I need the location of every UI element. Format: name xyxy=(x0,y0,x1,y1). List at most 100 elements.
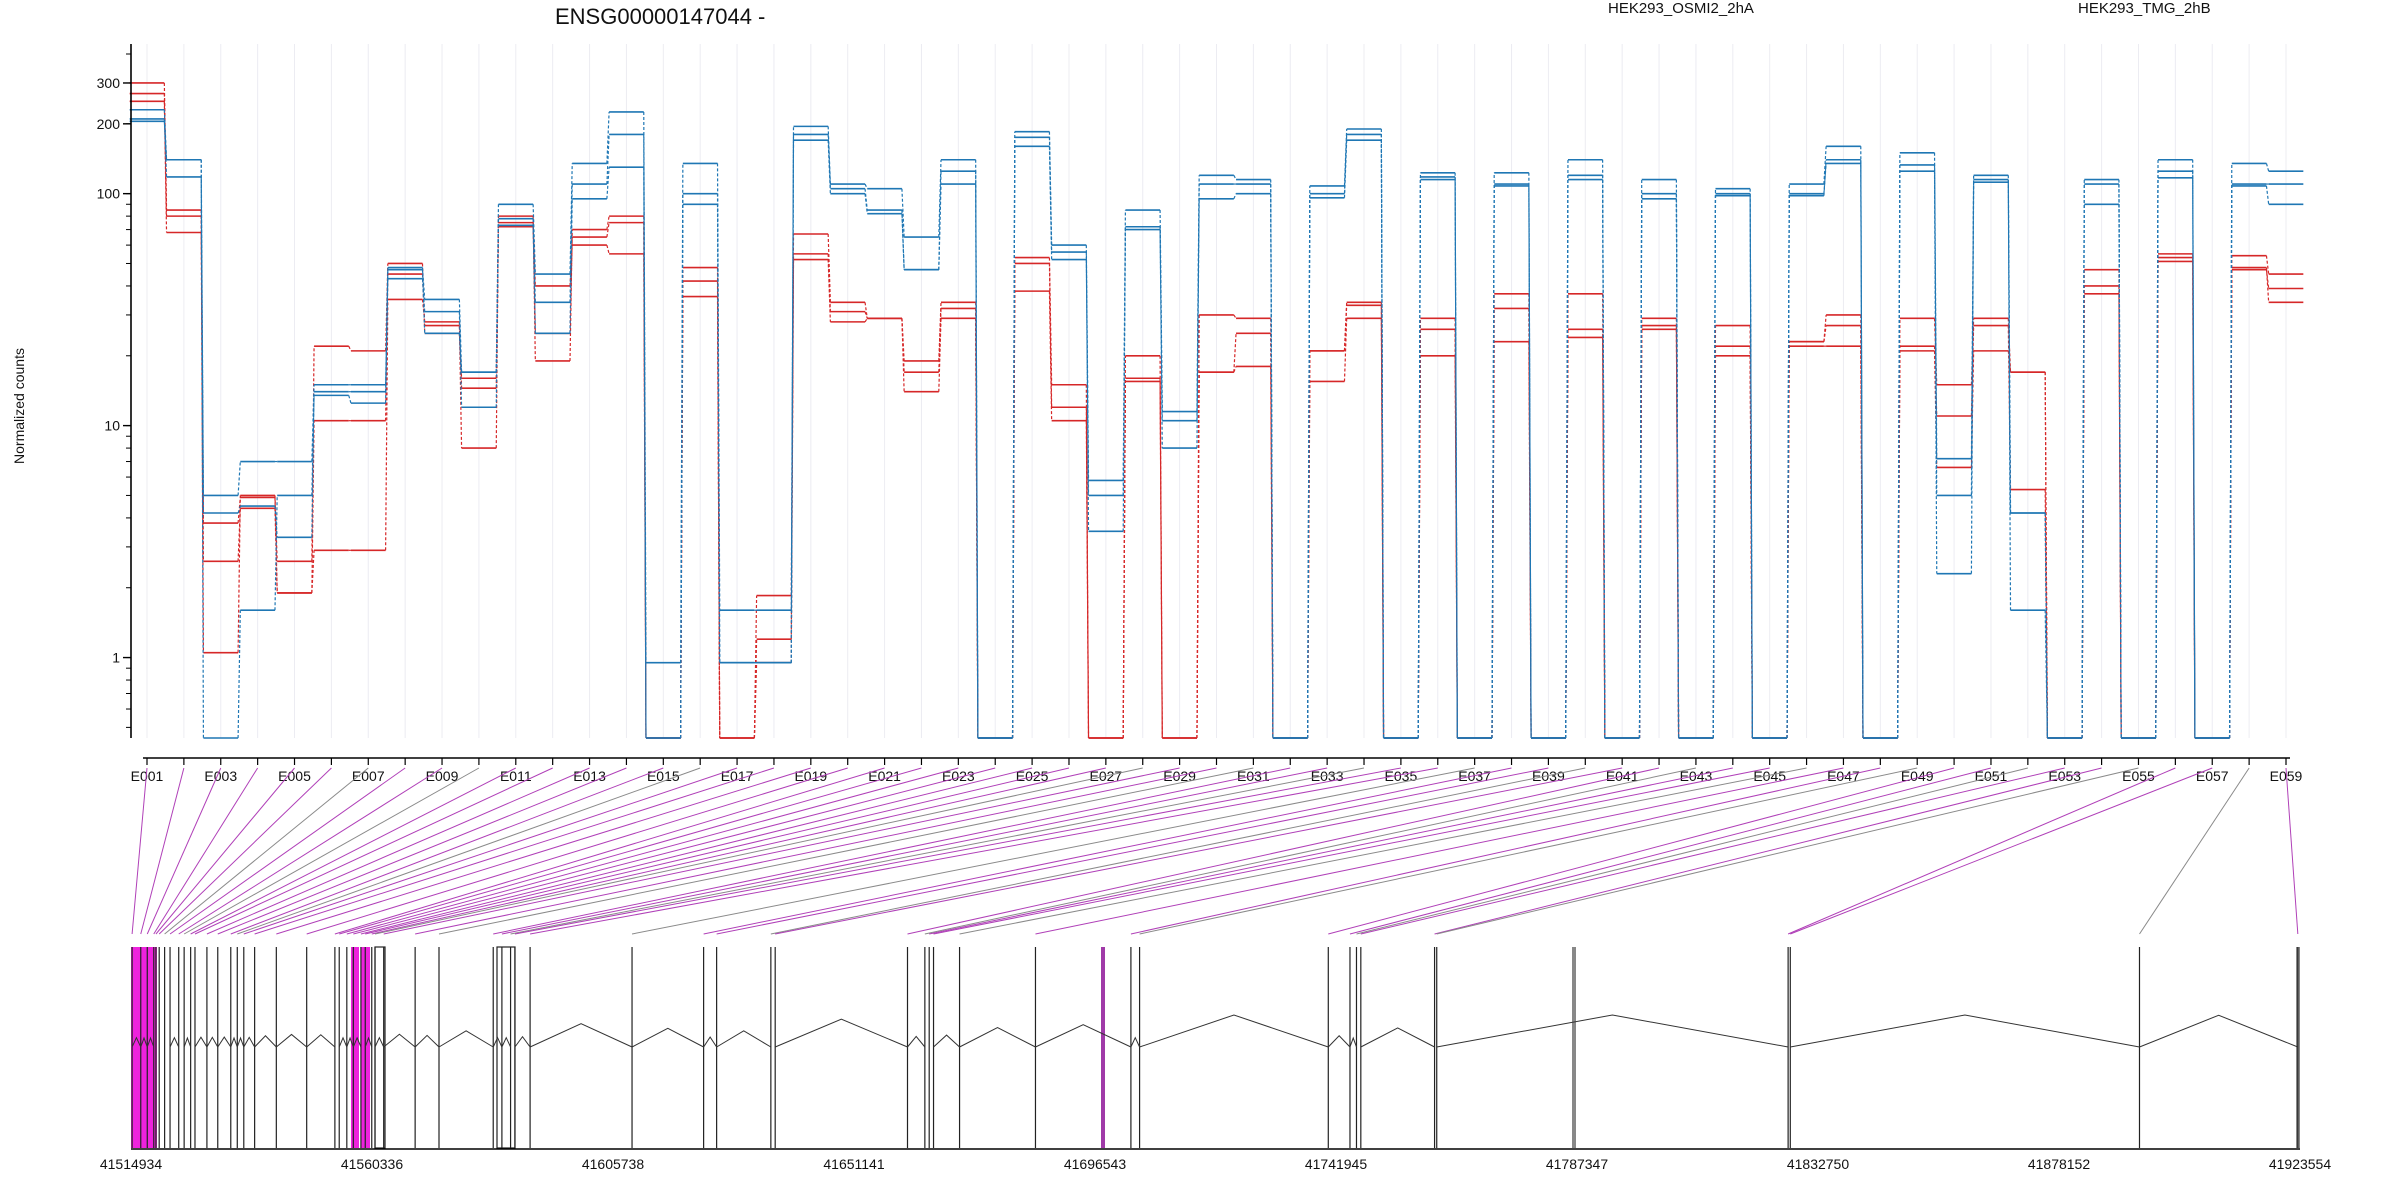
link-E001 xyxy=(163,121,168,160)
exon-block-grey xyxy=(1572,947,1576,1148)
genomic-tick-label: 41832750 xyxy=(1787,1156,1850,1172)
y-tick-label: 10 xyxy=(104,418,120,434)
connector-E005 xyxy=(155,767,295,935)
genomic-coordinate-axis: 41514934 41560336 41605738 41651141 41696543… xyxy=(100,1148,2331,1172)
x-tick-label: E007 xyxy=(352,768,385,784)
series-lines xyxy=(129,82,2304,739)
intron-E046 xyxy=(959,1027,1036,1048)
link-E046 xyxy=(1823,325,1827,342)
link-E051 xyxy=(2007,182,2012,611)
x-tick-label: E001 xyxy=(131,768,164,784)
link-E038 xyxy=(1528,185,1532,739)
link-E016 xyxy=(716,296,721,739)
link-E036 xyxy=(1454,179,1458,739)
link-E026 xyxy=(1085,420,1090,739)
intron-E057 xyxy=(1790,1014,2140,1048)
link-E021 xyxy=(901,318,905,392)
connector-E008 xyxy=(169,767,406,935)
link-E009 xyxy=(458,333,463,373)
connector-E012 xyxy=(194,767,553,935)
x-tick-label: E053 xyxy=(2048,768,2081,784)
genomic-tick-label: 41514934 xyxy=(100,1156,163,1172)
x-tick-label: E017 xyxy=(721,768,754,784)
connector-E020 xyxy=(306,767,848,935)
link-E027 xyxy=(1122,381,1127,739)
connector-E041 xyxy=(775,767,1623,935)
link-E015 xyxy=(680,204,684,739)
intron-E032 xyxy=(492,1036,503,1048)
intron-E047 xyxy=(1035,1024,1132,1048)
intron-E051 xyxy=(1349,1036,1357,1048)
link-E035 xyxy=(1417,179,1422,739)
intron-E042 xyxy=(907,1035,926,1048)
intron-E031 xyxy=(438,1030,494,1048)
link-E048 xyxy=(1897,171,1901,739)
link-E020 xyxy=(864,311,868,319)
link-E050 xyxy=(1970,350,1975,468)
link-E017 xyxy=(753,662,758,739)
link-E028 xyxy=(1159,226,1163,449)
connector-E006 xyxy=(158,767,332,935)
link-E016 xyxy=(716,204,721,663)
link-E005 xyxy=(311,420,315,593)
link-E021 xyxy=(901,188,905,238)
link-E046 xyxy=(1823,159,1827,196)
link-E029 xyxy=(1196,184,1200,421)
connector-E040 xyxy=(770,767,1586,935)
link-E052 xyxy=(2044,610,2048,739)
link-E007 xyxy=(385,269,389,404)
link-E003 xyxy=(237,610,241,739)
x-tick-label: E011 xyxy=(500,768,532,784)
connector-E032 xyxy=(493,767,1291,935)
genomic-tick-label: 41560336 xyxy=(341,1156,404,1172)
link-E013 xyxy=(606,111,610,164)
link-E030 xyxy=(1233,314,1237,319)
connector-E046 xyxy=(959,767,1807,935)
link-E017 xyxy=(753,639,758,739)
genomic-tick-label: 41696543 xyxy=(1064,1156,1127,1172)
link-E030 xyxy=(1233,193,1237,200)
legend-tmg: HEK293_TMG_2hB xyxy=(2078,0,2211,17)
link-E046 xyxy=(1823,314,1827,342)
connector-E045 xyxy=(933,767,1770,935)
link-E022 xyxy=(938,184,942,270)
connector-E051 xyxy=(1349,767,1992,935)
link-E008 xyxy=(421,269,426,334)
link-E047 xyxy=(1860,159,1864,739)
link-E004 xyxy=(274,506,278,538)
link-E044 xyxy=(1749,195,1753,739)
legend-osmi: HEK293_OSMI2_2hA xyxy=(1608,0,1754,17)
intron-E037 xyxy=(631,1027,704,1048)
intron-E023 xyxy=(346,1036,354,1048)
link-E022 xyxy=(938,318,942,392)
chart-title: ENSG00000147044 - xyxy=(555,4,765,29)
link-E058 xyxy=(2265,185,2270,205)
x-tick-label: E035 xyxy=(1385,768,1418,784)
connector-E026 xyxy=(365,767,1070,935)
link-E048 xyxy=(1897,350,1901,739)
connector-E030 xyxy=(415,767,1217,935)
intron-E017 xyxy=(243,1036,256,1048)
link-E058 xyxy=(2265,255,2270,275)
connector-E024 xyxy=(353,767,996,935)
link-E019 xyxy=(827,259,831,322)
intron-E014 xyxy=(217,1036,232,1048)
x-tick-label: E009 xyxy=(426,768,459,784)
connector-E025 xyxy=(360,767,1033,935)
connector-E021 xyxy=(334,767,885,935)
link-E053 xyxy=(2081,184,2085,739)
link-E003 xyxy=(237,461,241,496)
link-E033 xyxy=(1343,305,1348,351)
intron-E035 xyxy=(514,1035,531,1048)
link-E003 xyxy=(237,495,241,653)
link-E012 xyxy=(569,163,573,275)
link-E023 xyxy=(975,171,979,739)
link-E029 xyxy=(1196,198,1200,449)
intron-E058 xyxy=(2139,1014,2299,1048)
connector-E038 xyxy=(703,767,1512,935)
y-tick-label: 1 xyxy=(112,650,120,666)
intron-E015 xyxy=(230,1036,238,1048)
link-E020 xyxy=(864,183,868,189)
connector-E052 xyxy=(1356,767,2028,935)
intron-E033 xyxy=(501,1036,512,1048)
